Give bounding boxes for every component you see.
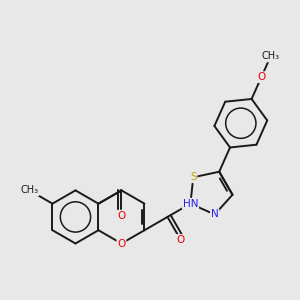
Text: CH₃: CH₃ <box>20 185 38 195</box>
Text: O: O <box>257 72 266 82</box>
Text: CH₃: CH₃ <box>262 52 280 61</box>
Text: O: O <box>177 235 185 245</box>
Text: S: S <box>190 172 196 182</box>
Text: O: O <box>117 211 126 220</box>
Text: O: O <box>117 238 126 248</box>
Text: HN: HN <box>183 199 198 209</box>
Text: N: N <box>211 209 219 220</box>
